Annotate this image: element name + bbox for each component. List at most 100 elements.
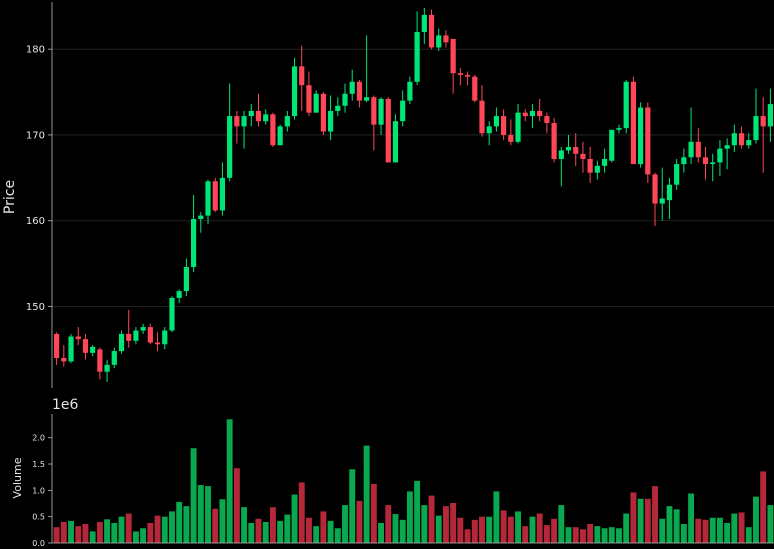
candle-body bbox=[306, 85, 312, 113]
candle-body bbox=[126, 333, 132, 341]
volume-bar bbox=[486, 516, 493, 543]
candle-body bbox=[674, 164, 680, 185]
volume-tick-label: 0.5 bbox=[32, 513, 45, 522]
candle-body bbox=[183, 267, 189, 292]
candle-body bbox=[299, 66, 305, 86]
candle-body bbox=[551, 122, 557, 159]
volume-bar bbox=[147, 522, 154, 543]
candle-body bbox=[111, 351, 117, 365]
volume-bar bbox=[608, 527, 615, 543]
volume-bar bbox=[89, 531, 96, 543]
candle-body bbox=[356, 81, 363, 101]
volume-bar bbox=[435, 515, 442, 543]
volume-tick-label: 2.0 bbox=[32, 434, 45, 443]
volume-bar bbox=[594, 526, 601, 543]
candle-body bbox=[190, 219, 197, 268]
volume-bar bbox=[248, 522, 255, 543]
volume-bar bbox=[378, 522, 385, 543]
candle-body bbox=[364, 97, 370, 101]
candle-body bbox=[558, 150, 564, 159]
candle-body bbox=[666, 184, 673, 201]
volume-bar bbox=[760, 471, 767, 543]
volume-bar bbox=[298, 482, 305, 543]
candle-body bbox=[522, 112, 528, 117]
candle-body bbox=[580, 153, 586, 159]
volume-bar bbox=[673, 509, 680, 543]
volume-bar bbox=[132, 531, 139, 543]
volume-bar bbox=[479, 516, 485, 543]
candle-body bbox=[385, 98, 391, 163]
volume-bar bbox=[442, 506, 449, 543]
volume-bar bbox=[356, 500, 363, 543]
candle-body bbox=[255, 110, 262, 122]
volume-tick-label: 0.0 bbox=[32, 539, 45, 548]
volume-bar bbox=[724, 522, 731, 543]
volume-bar bbox=[233, 468, 240, 543]
volume-bar bbox=[342, 505, 348, 543]
candle-body bbox=[133, 330, 139, 341]
candle-body bbox=[407, 81, 413, 101]
candle-body bbox=[479, 100, 485, 134]
volume-bar bbox=[104, 519, 111, 543]
volume-bar bbox=[197, 485, 204, 543]
volume-bars bbox=[53, 419, 774, 543]
volume-bar bbox=[688, 493, 695, 543]
candle-body bbox=[681, 157, 687, 165]
volume-bar bbox=[572, 527, 579, 543]
candle-body bbox=[234, 116, 240, 127]
volume-bar bbox=[190, 448, 197, 543]
candle-body bbox=[90, 346, 96, 353]
volume-bar bbox=[176, 501, 183, 543]
candle-body bbox=[104, 364, 110, 372]
volume-bar bbox=[183, 506, 190, 543]
volume-bar bbox=[551, 518, 558, 543]
candle-body bbox=[414, 32, 420, 82]
volume-y-axis: 0.0 0.5 1.0 1.5 2.0 bbox=[32, 414, 774, 548]
volume-bar bbox=[414, 480, 421, 543]
candle-body bbox=[270, 114, 276, 146]
volume-bar bbox=[579, 529, 586, 543]
volume-bar bbox=[623, 513, 630, 543]
volume-bar bbox=[716, 517, 723, 543]
volume-bar bbox=[385, 505, 392, 543]
volume-bar bbox=[320, 511, 327, 543]
volume-bar bbox=[269, 507, 276, 543]
candle-body bbox=[61, 357, 67, 362]
candle-body bbox=[162, 330, 168, 345]
volume-bar bbox=[255, 518, 262, 543]
candle-body bbox=[219, 177, 226, 211]
candle-body bbox=[702, 157, 709, 165]
volume-bar bbox=[637, 498, 644, 543]
volume-bar bbox=[111, 522, 118, 543]
candle-body bbox=[724, 145, 730, 149]
price-gridlines bbox=[52, 48, 774, 307]
candle-body bbox=[54, 333, 60, 358]
volume-bar bbox=[493, 491, 500, 543]
volume-bar bbox=[219, 499, 226, 543]
price-candles bbox=[54, 8, 773, 382]
volume-bar bbox=[753, 496, 759, 543]
volume-bar bbox=[313, 526, 320, 543]
candle-body bbox=[82, 339, 89, 353]
candle-body bbox=[291, 66, 298, 117]
candle-body bbox=[169, 297, 175, 331]
volume-tick-label: 1.0 bbox=[32, 486, 45, 495]
volume-bar bbox=[118, 516, 125, 543]
candle-body bbox=[529, 110, 536, 117]
candle-body bbox=[335, 105, 341, 111]
candle-body bbox=[212, 181, 218, 211]
volume-bar bbox=[161, 516, 168, 543]
volume-bar bbox=[695, 518, 702, 543]
candle-body bbox=[371, 97, 377, 125]
candle-body bbox=[457, 73, 463, 75]
volume-bar bbox=[515, 511, 522, 543]
candle-body bbox=[623, 81, 629, 129]
volume-bar bbox=[291, 494, 298, 543]
volume-bar bbox=[305, 517, 312, 543]
volume-bar bbox=[659, 518, 666, 543]
candle-body bbox=[544, 116, 550, 123]
candle-body bbox=[746, 140, 752, 146]
volume-bar bbox=[154, 515, 161, 543]
volume-bar bbox=[262, 521, 269, 543]
